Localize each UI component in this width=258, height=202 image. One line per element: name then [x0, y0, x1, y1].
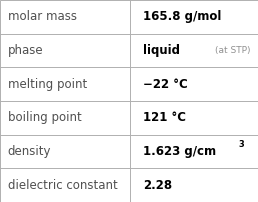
Text: 1.623 g/cm: 1.623 g/cm: [143, 145, 216, 158]
Text: 3: 3: [239, 140, 245, 149]
Text: molar mass: molar mass: [8, 10, 77, 23]
Text: liquid: liquid: [143, 44, 180, 57]
Text: dielectric constant: dielectric constant: [8, 179, 117, 192]
Text: boiling point: boiling point: [8, 111, 82, 124]
Text: 165.8 g/mol: 165.8 g/mol: [143, 10, 222, 23]
Text: 121 °C: 121 °C: [143, 111, 186, 124]
Text: 2.28: 2.28: [143, 179, 172, 192]
Text: −22 °C: −22 °C: [143, 78, 188, 91]
Text: phase: phase: [8, 44, 43, 57]
Text: melting point: melting point: [8, 78, 87, 91]
Text: (at STP): (at STP): [215, 46, 251, 55]
Text: density: density: [8, 145, 51, 158]
